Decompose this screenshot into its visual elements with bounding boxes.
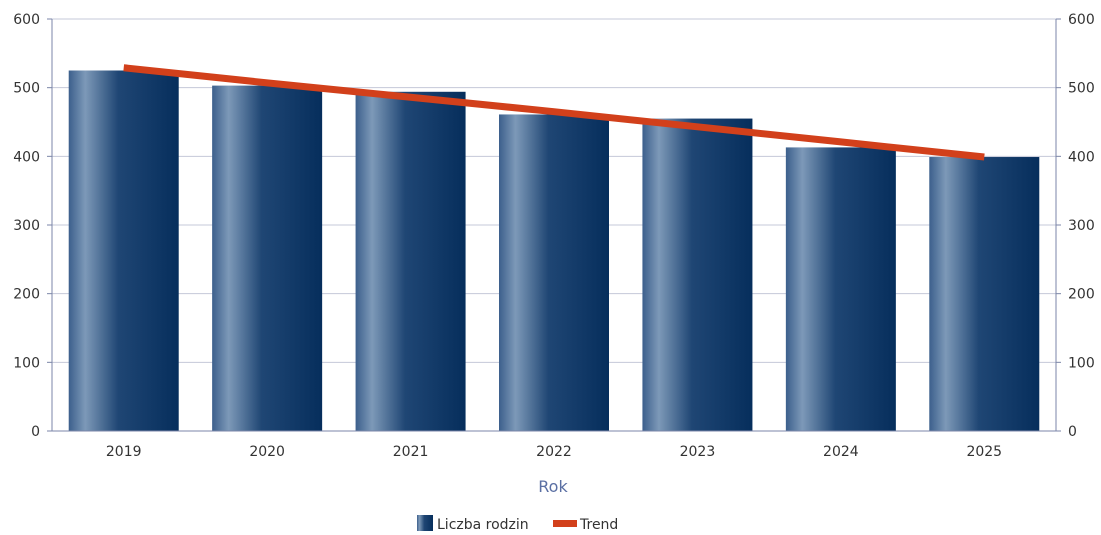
legend-swatch-trend — [553, 520, 577, 527]
y-tick-label-left: 0 — [31, 424, 40, 440]
y-tick-label-left: 200 — [13, 287, 40, 303]
y-tick-label-right: 300 — [1068, 218, 1095, 234]
y-tick-label-right: 200 — [1068, 287, 1095, 303]
y-tick-label-left: 600 — [13, 12, 40, 28]
bar — [68, 70, 179, 431]
legend-swatch-bars — [417, 515, 433, 531]
bar — [785, 147, 896, 431]
legend: Liczba rodzin Trend — [417, 515, 618, 533]
bar — [499, 114, 609, 432]
trend-series — [123, 64, 985, 161]
trend-line — [123, 64, 985, 161]
x-tick-label: 2025 — [966, 444, 1002, 460]
y-tick-label-right: 500 — [1068, 81, 1095, 97]
x-tick-label: 2021 — [393, 444, 429, 460]
y-tick-label-right: 600 — [1068, 12, 1095, 28]
x-tick-label: 2019 — [106, 444, 142, 460]
x-tick-label: 2024 — [823, 444, 859, 460]
y-tick-label-right: 0 — [1068, 424, 1077, 440]
x-tick-label: 2020 — [249, 444, 285, 460]
bar — [642, 118, 753, 432]
bar — [355, 91, 466, 431]
legend-label-trend: Trend — [579, 517, 618, 533]
bar-series — [68, 70, 1040, 432]
bar — [929, 157, 1040, 431]
y-tick-label-left: 300 — [13, 218, 40, 234]
y-tick-label-left: 100 — [13, 355, 40, 371]
y-tick-label-left: 500 — [13, 81, 40, 97]
x-tick-label: 2022 — [536, 444, 572, 460]
y-tick-label-right: 100 — [1068, 355, 1095, 371]
x-tick-label: 2023 — [680, 444, 716, 460]
x-axis-title: Rok — [538, 477, 568, 496]
axes: 0 0 100 100 200 200 300 300 400 400 500 500 600 600 20… — [13, 12, 1094, 460]
y-tick-label-right: 400 — [1068, 149, 1095, 165]
y-tick-label-left: 400 — [13, 149, 40, 165]
legend-label-bars: Liczba rodzin — [437, 517, 529, 533]
bar — [212, 85, 323, 432]
